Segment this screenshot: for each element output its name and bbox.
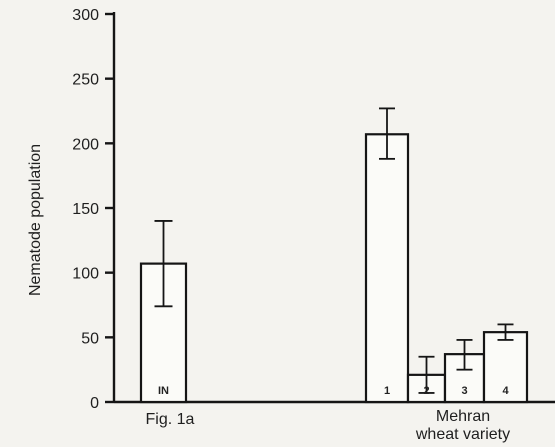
x-group-label-line: wheat variety (415, 426, 510, 443)
y-axis-ticks: 0 50 100 150 200 250 300 (72, 7, 114, 412)
y-tick-label: 300 (72, 7, 99, 24)
x-axis-labels: Fig. 1a Mehran wheat variety (146, 408, 511, 443)
x-group-label-line: Fig. 1a (146, 411, 195, 428)
bar-4 (482, 331, 529, 404)
bar-label-3: 3 (461, 385, 467, 397)
bar-label-1: 1 (384, 385, 390, 397)
y-tick-label: 200 (72, 136, 99, 153)
bar-labels: IN 1 2 3 4 (158, 385, 509, 397)
error-bars (154, 107, 514, 394)
y-tick-label: 50 (81, 330, 99, 347)
bar-1 (364, 133, 410, 404)
y-tick-label: 150 (72, 201, 99, 218)
bar-label-2: 2 (423, 385, 429, 397)
x-group-label-line: Mehran (436, 408, 490, 425)
y-axis-title: Nematode population (27, 144, 44, 296)
y-tick-label: 0 (90, 395, 99, 412)
y-tick-label: 250 (72, 72, 99, 89)
bar-label-IN: IN (158, 385, 169, 397)
x-group-label: Mehran wheat variety (415, 408, 510, 443)
y-tick-label: 100 (72, 266, 99, 283)
x-group-label: Fig. 1a (146, 411, 195, 428)
bars (139, 133, 529, 404)
bar-label-4: 4 (502, 385, 509, 397)
